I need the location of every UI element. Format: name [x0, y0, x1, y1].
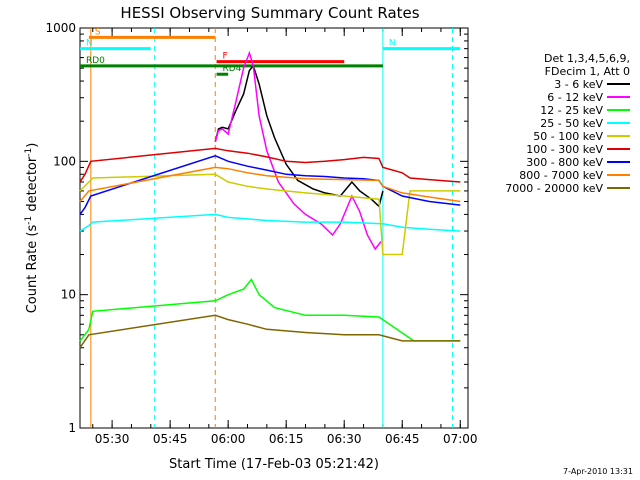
legend-item-label: 7000 - 20000 keV: [505, 182, 603, 195]
y-axis-label: Count Rate (s-1 detector-1): [24, 143, 40, 314]
series-line: [79, 173, 461, 256]
y-axis-label-end: ): [25, 143, 40, 148]
flag-bar-label: S: [95, 27, 101, 37]
flag-bar-label: RD0: [86, 56, 105, 66]
flag-bar-label: RD4: [223, 64, 242, 74]
legend-item-label: 12 - 25 keV: [540, 104, 603, 117]
x-tick-label: 06:00: [211, 432, 246, 446]
legend-header: FDecim 1, Att 0: [545, 65, 630, 78]
flag-bar-label: N: [389, 39, 396, 49]
legend-header: Det 1,3,4,5,6,9,: [544, 52, 630, 65]
legend-item-label: 100 - 300 keV: [526, 143, 603, 156]
y-tick-label: 10: [61, 288, 76, 302]
legend-item-label: 6 - 12 keV: [547, 91, 603, 104]
x-tick-label: 06:15: [269, 432, 304, 446]
x-tick-label: 07:00: [443, 432, 478, 446]
legend-item-label: 25 - 50 keV: [540, 117, 603, 130]
x-tick-label: 05:30: [95, 432, 130, 446]
legend-item-label: 3 - 6 keV: [554, 78, 603, 91]
y-tick-label: 1: [68, 421, 76, 435]
y-axis-label-main: Count Rate (s: [25, 225, 40, 314]
series-line: [79, 314, 461, 349]
series-line: [79, 155, 461, 215]
series-line: [79, 147, 461, 183]
y-axis-label-sup1: -1: [24, 216, 34, 225]
y-axis-label-sup2: -1: [24, 148, 34, 157]
y-axis-label-mid: detector: [25, 156, 40, 216]
x-tick-label: 05:45: [153, 432, 188, 446]
plot-frame: [79, 27, 469, 429]
x-axis-label: Start Time (17-Feb-03 05:21:42): [169, 457, 379, 472]
plot-area: 1 10 100 1000 05:30 05:45 06:00 06:15 06:30 06:45…: [45, 21, 477, 446]
timestamp-label: 7-Apr-2010 13:31: [563, 467, 633, 476]
legend: Det 1,3,4,5,6,9,FDecim 1, Att 03 - 6 keV…: [505, 52, 630, 195]
x-tick-label: 06:30: [327, 432, 362, 446]
series-line: [79, 278, 461, 342]
series-line: [79, 213, 461, 232]
legend-item-label: 800 - 7000 keV: [519, 169, 603, 182]
series-line: [214, 50, 382, 251]
legend-item-label: 300 - 800 keV: [526, 156, 603, 169]
series-line: [79, 166, 461, 203]
y-tick-label: 100: [53, 154, 76, 168]
flag-bar-label: F: [223, 52, 228, 62]
chart-title: HESSI Observing Summary Count Rates: [120, 4, 419, 22]
legend-item-label: 50 - 100 keV: [533, 130, 603, 143]
y-tick-label: 1000: [45, 21, 76, 35]
x-tick-label: 06:45: [385, 432, 420, 446]
flag-bar-label: N: [86, 39, 93, 49]
